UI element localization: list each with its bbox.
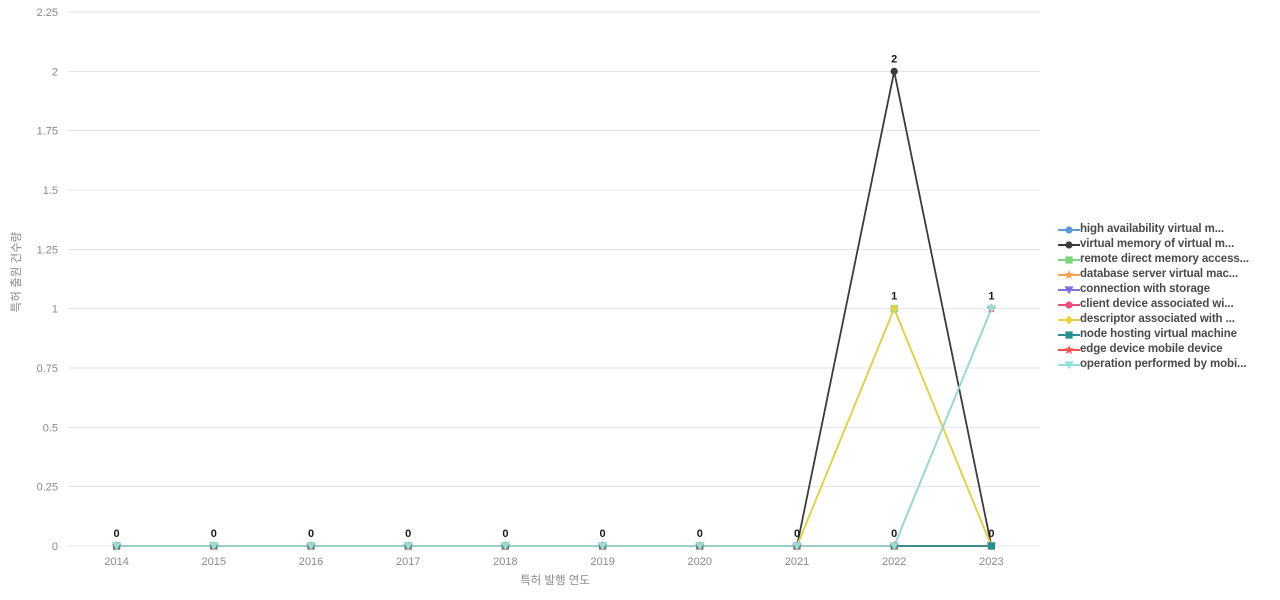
x-axis-title: 특허 발행 연도 (520, 574, 590, 587)
x-tick-label: 2014 (104, 556, 128, 568)
y-tick-label: 0.5 (43, 422, 58, 434)
data-point-label: 0 (600, 528, 606, 540)
series-marker-star (1064, 344, 1074, 354)
series-marker-circle (890, 67, 898, 75)
series-marker-circle (1065, 225, 1073, 234)
y-tick-label: 2.25 (37, 7, 58, 19)
x-tick-label: 2016 (299, 556, 323, 568)
legend-item[interactable]: edge device mobile device (1058, 342, 1276, 357)
data-point-label: 1 (891, 291, 897, 303)
legend-marker-circle-icon (1058, 237, 1080, 252)
series-marker-tri-down (986, 305, 996, 313)
legend-item[interactable]: database server virtual mac... (1058, 267, 1276, 282)
y-tick-label: 1.75 (37, 126, 58, 138)
legend-item-label: client device associated wi... (1080, 298, 1234, 310)
series-marker-tri-down (792, 542, 802, 551)
data-point-label: 0 (794, 528, 800, 540)
data-point-label: 1 (988, 291, 994, 303)
series-marker-tri-down (403, 542, 413, 551)
x-tick-label: 2021 (785, 556, 809, 568)
y-tick-label: 0.25 (37, 482, 58, 494)
legend-item[interactable]: operation performed by mobi... (1058, 357, 1276, 372)
y-tick-label: 2 (52, 66, 58, 78)
legend-marker-star-icon (1058, 267, 1080, 282)
legend-item[interactable]: connection with storage (1058, 282, 1276, 297)
data-point-label: 0 (502, 528, 508, 540)
legend-item[interactable]: virtual memory of virtual m... (1058, 237, 1276, 252)
x-axis-tick-labels: 2014 2015 2016 2017 2018 2019 2020 2021 2022 2023 (104, 556, 1003, 568)
legend-item-label: high availability virtual m... (1080, 223, 1224, 235)
series-marker-circle (1065, 240, 1073, 249)
legend-item-label: operation performed by mobi... (1080, 358, 1247, 370)
series-markers-group (111, 67, 997, 551)
legend-item[interactable]: node hosting virtual machine (1058, 327, 1276, 342)
x-tick-label: 2023 (979, 556, 1003, 568)
series-line (115, 307, 993, 547)
legend-item[interactable]: remote direct memory access... (1058, 252, 1276, 267)
series-lines-group (115, 70, 993, 547)
legend-item-label: descriptor associated with ... (1080, 313, 1235, 325)
legend-item[interactable]: high availability virtual m... (1058, 222, 1276, 237)
y-tick-label: 1.5 (43, 185, 58, 197)
legend-marker-diamond-icon (1058, 312, 1080, 327)
data-point-label: 0 (405, 528, 411, 540)
y-tick-label: 1 (52, 304, 58, 316)
series-marker-tri-down (1064, 360, 1074, 369)
x-tick-label: 2015 (202, 556, 226, 568)
series-marker-tri-down (209, 542, 219, 551)
data-point-label: 0 (308, 528, 314, 540)
series-marker-square (987, 542, 995, 550)
legend-item-label: remote direct memory access... (1080, 253, 1249, 265)
data-point-label: 0 (114, 528, 120, 540)
legend-marker-square-icon (1058, 252, 1080, 267)
legend-item-label: virtual memory of virtual m... (1080, 238, 1235, 250)
legend-marker-circle-icon (1058, 297, 1080, 312)
x-tick-label: 2018 (493, 556, 517, 568)
legend-marker-circle-icon (1058, 222, 1080, 237)
y-tick-label: 0.75 (37, 363, 58, 375)
series-marker-tri-down (112, 542, 122, 551)
series-marker-diamond (890, 304, 899, 314)
chart-legend: high availability virtual m... virtual me… (1058, 222, 1276, 372)
legend-item[interactable]: client device associated wi... (1058, 297, 1276, 312)
x-tick-label: 2022 (882, 556, 906, 568)
series-marker-diamond (1065, 314, 1073, 325)
x-tick-label: 2020 (688, 556, 712, 568)
data-point-label: 0 (697, 528, 703, 540)
data-point-label: 0 (891, 528, 897, 540)
y-tick-label: 1.25 (37, 244, 58, 256)
legend-item-label: node hosting virtual machine (1080, 328, 1237, 340)
legend-item[interactable]: descriptor associated with ... (1058, 312, 1276, 327)
series-marker-star (1064, 269, 1074, 279)
legend-marker-tri-down-icon (1058, 357, 1080, 372)
data-point-labels-group: 0 0 0 0 0 0 0 0 0 0 2 1 1 (114, 53, 995, 540)
data-point-label: 2 (891, 53, 897, 65)
legend-marker-star-icon (1058, 342, 1080, 357)
series-marker-square (1065, 255, 1073, 264)
y-tick-label: 0 (52, 541, 58, 553)
data-point-label: 0 (988, 528, 994, 540)
y-axis-tick-labels: 0 0.25 0.5 0.75 1 1.25 1.5 1.75 2 2.25 (37, 7, 58, 553)
legend-marker-square-icon (1058, 327, 1080, 342)
legend-marker-tri-down-icon (1058, 282, 1080, 297)
series-marker-square (1065, 330, 1073, 339)
legend-item-label: database server virtual mac... (1080, 268, 1239, 280)
gridlines-group (68, 11, 1040, 547)
y-axis-title: 특허 출원 건수량 (9, 231, 23, 312)
x-tick-label: 2017 (396, 556, 420, 568)
series-marker-tri-down (889, 542, 899, 551)
legend-item-label: edge device mobile device (1080, 343, 1223, 355)
legend-item-label: connection with storage (1080, 283, 1210, 295)
series-marker-tri-down (695, 542, 705, 551)
series-marker-tri-down (598, 542, 608, 551)
series-marker-circle (1065, 300, 1073, 309)
data-point-label: 0 (211, 528, 217, 540)
series-marker-tri-down (500, 542, 510, 551)
series-marker-tri-down (1064, 285, 1074, 294)
x-tick-label: 2019 (590, 556, 614, 568)
series-marker-tri-down (306, 542, 316, 551)
